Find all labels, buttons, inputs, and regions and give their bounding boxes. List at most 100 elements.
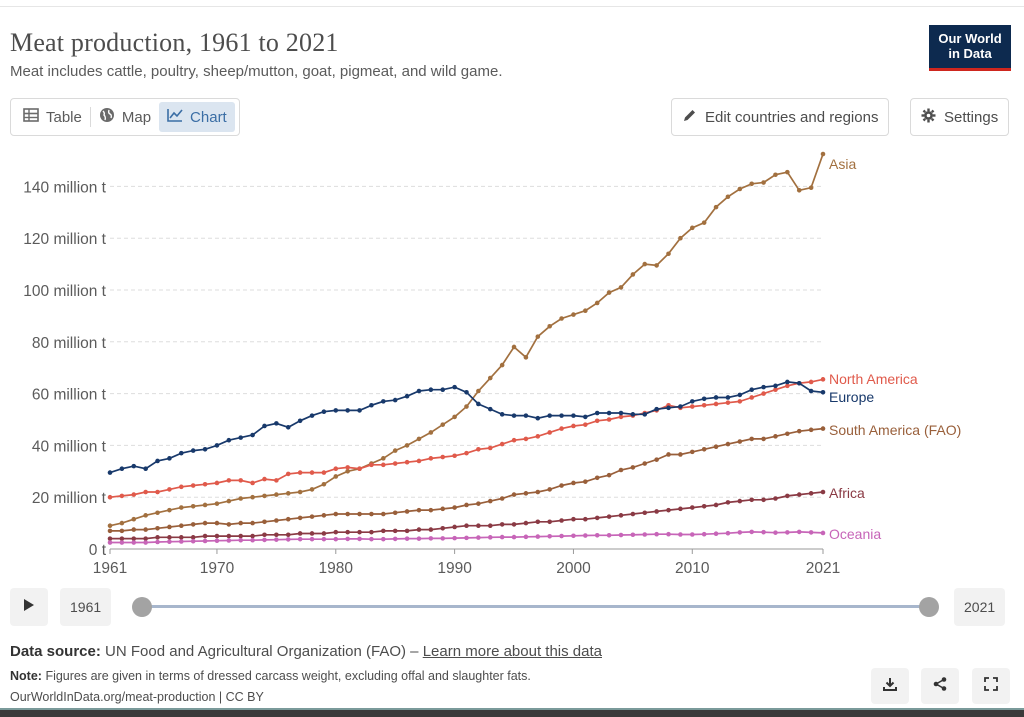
data-point[interactable] xyxy=(487,406,493,412)
timeline-end-year[interactable]: 2021 xyxy=(954,588,1006,626)
data-point[interactable] xyxy=(773,387,778,393)
data-point[interactable] xyxy=(155,525,160,531)
data-point[interactable] xyxy=(333,536,339,542)
data-point[interactable] xyxy=(321,470,327,475)
data-point[interactable] xyxy=(594,515,600,521)
data-point[interactable] xyxy=(155,510,160,516)
data-point[interactable] xyxy=(250,432,255,438)
data-point[interactable] xyxy=(547,430,552,435)
data-point[interactable] xyxy=(487,498,493,504)
data-point[interactable] xyxy=(381,399,386,404)
data-point[interactable] xyxy=(642,261,648,267)
data-point[interactable] xyxy=(499,441,505,447)
data-point[interactable] xyxy=(285,491,291,496)
data-point[interactable] xyxy=(452,505,457,510)
data-point[interactable] xyxy=(654,509,659,514)
data-point[interactable] xyxy=(262,476,267,482)
data-point[interactable] xyxy=(167,535,172,540)
data-point[interactable] xyxy=(559,518,564,523)
data-point[interactable] xyxy=(416,458,422,464)
data-point[interactable] xyxy=(428,456,434,461)
data-point[interactable] xyxy=(274,537,279,542)
data-point[interactable] xyxy=(523,534,529,540)
data-point[interactable] xyxy=(796,529,802,535)
data-point[interactable] xyxy=(476,446,481,452)
data-point[interactable] xyxy=(404,536,410,541)
data-point[interactable] xyxy=(333,474,339,479)
data-point[interactable] xyxy=(618,410,624,416)
data-point[interactable] xyxy=(381,456,386,461)
data-point[interactable] xyxy=(202,481,208,487)
data-point[interactable] xyxy=(464,450,469,456)
learn-more-link[interactable]: Learn more about this data xyxy=(422,643,602,660)
data-point[interactable] xyxy=(796,187,802,193)
data-point[interactable] xyxy=(594,410,600,416)
data-point[interactable] xyxy=(689,399,695,404)
data-point[interactable] xyxy=(547,323,552,329)
chart-url[interactable]: OurWorldInData.org/meat-production | CC … xyxy=(10,690,264,704)
data-point[interactable] xyxy=(796,380,802,386)
data-point[interactable] xyxy=(749,436,754,442)
data-point[interactable] xyxy=(321,481,327,487)
data-point[interactable] xyxy=(666,531,671,537)
data-point[interactable] xyxy=(476,401,481,407)
data-point[interactable] xyxy=(678,404,683,409)
data-point[interactable] xyxy=(309,531,315,536)
data-point[interactable] xyxy=(511,437,517,443)
data-point[interactable] xyxy=(214,538,220,544)
data-point[interactable] xyxy=(262,537,267,543)
data-point[interactable] xyxy=(689,505,695,510)
legend-label[interactable]: North America xyxy=(829,371,918,387)
data-point[interactable] xyxy=(119,540,125,545)
data-point[interactable] xyxy=(523,436,529,442)
data-point[interactable] xyxy=(606,514,612,519)
data-point[interactable] xyxy=(666,405,671,411)
data-point[interactable] xyxy=(440,525,446,531)
data-point[interactable] xyxy=(131,527,137,532)
data-point[interactable] xyxy=(179,505,184,510)
data-point[interactable] xyxy=(238,537,244,543)
data-point[interactable] xyxy=(392,510,398,516)
data-point[interactable] xyxy=(701,503,707,509)
data-point[interactable] xyxy=(452,384,457,390)
data-point[interactable] xyxy=(583,414,588,420)
data-point[interactable] xyxy=(547,534,552,539)
data-point[interactable] xyxy=(226,478,232,483)
legend-label[interactable]: Africa xyxy=(829,485,865,501)
data-point[interactable] xyxy=(820,489,826,495)
data-point[interactable] xyxy=(190,535,196,540)
settings-button[interactable]: Settings xyxy=(910,98,1010,136)
data-point[interactable] xyxy=(523,520,529,526)
data-point[interactable] xyxy=(701,531,707,537)
tab-chart[interactable]: Chart xyxy=(159,102,235,132)
data-point[interactable] xyxy=(689,449,695,455)
data-point[interactable] xyxy=(369,511,374,517)
data-point[interactable] xyxy=(654,263,659,268)
data-point[interactable] xyxy=(309,487,315,492)
data-point[interactable] xyxy=(725,194,731,200)
data-point[interactable] xyxy=(476,501,481,506)
data-point[interactable] xyxy=(357,408,362,413)
data-point[interactable] xyxy=(499,412,505,417)
data-point[interactable] xyxy=(262,493,267,499)
data-point[interactable] xyxy=(107,494,113,500)
data-point[interactable] xyxy=(808,388,814,394)
timeline-end-handle[interactable] xyxy=(919,597,939,617)
data-point[interactable] xyxy=(416,536,422,541)
data-point[interactable] xyxy=(107,536,113,541)
data-point[interactable] xyxy=(190,522,196,527)
data-point[interactable] xyxy=(713,204,719,210)
data-point[interactable] xyxy=(499,522,505,527)
data-point[interactable] xyxy=(678,452,683,457)
data-point[interactable] xyxy=(179,450,184,456)
data-point[interactable] xyxy=(440,454,446,460)
data-point[interactable] xyxy=(440,506,446,512)
data-point[interactable] xyxy=(333,529,339,535)
data-point[interactable] xyxy=(452,535,457,541)
data-point[interactable] xyxy=(202,446,208,452)
data-point[interactable] xyxy=(606,532,612,538)
data-point[interactable] xyxy=(571,423,576,429)
data-point[interactable] xyxy=(594,532,600,538)
data-point[interactable] xyxy=(559,316,564,321)
data-point[interactable] xyxy=(250,494,255,500)
